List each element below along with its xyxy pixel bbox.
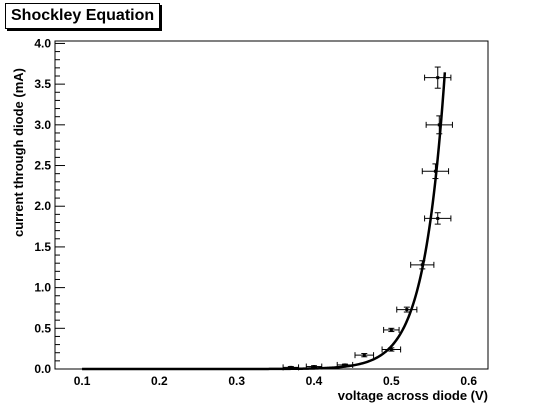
x-tick-label: 0.6 xyxy=(460,374,477,388)
point-marker xyxy=(313,365,316,368)
data-point xyxy=(425,213,451,224)
point-marker xyxy=(363,354,366,357)
x-tick-label: 0.2 xyxy=(151,374,168,388)
data-point xyxy=(422,164,448,179)
data-point xyxy=(384,327,399,333)
x-tick-label: 0.5 xyxy=(383,374,400,388)
point-marker xyxy=(438,123,441,126)
y-tick-label: 1.5 xyxy=(34,240,51,254)
plot-frame xyxy=(55,41,488,369)
y-tick-label: 3.0 xyxy=(34,118,51,132)
data-point xyxy=(426,116,452,134)
point-marker xyxy=(343,363,346,366)
x-axis-ticks: 0.1 0.2 0.3 0.4 0.5 0.6 xyxy=(74,374,478,388)
point-marker xyxy=(405,308,408,311)
data-point xyxy=(355,352,374,358)
point-marker xyxy=(434,170,437,173)
fit-curve xyxy=(82,72,445,369)
point-marker xyxy=(289,366,292,369)
y-tick-label: 2.5 xyxy=(34,159,51,173)
data-points-layer xyxy=(283,67,452,370)
fit-curve-layer xyxy=(82,72,445,369)
data-point xyxy=(397,307,417,313)
y-tick-label: 0.5 xyxy=(34,321,51,335)
data-point xyxy=(411,261,434,269)
x-tick-label: 0.1 xyxy=(74,374,91,388)
y-tick-label: 0.0 xyxy=(34,362,51,376)
x-axis-label: voltage across diode (V) xyxy=(338,388,488,403)
data-point xyxy=(425,67,451,88)
y-tick-label: 4.0 xyxy=(34,36,51,50)
point-marker xyxy=(421,263,424,266)
y-axis-label: current through diode (mA) xyxy=(11,68,26,237)
point-marker xyxy=(390,348,393,351)
y-axis-ticks: 0.0 0.5 1.0 1.5 2.0 2.5 3.0 3.5 4.0 xyxy=(34,36,65,376)
point-marker xyxy=(390,328,393,331)
chart-title: Shockley Equation xyxy=(5,3,160,29)
y-tick-label: 3.5 xyxy=(34,77,51,91)
y-tick-label: 2.0 xyxy=(34,199,51,213)
point-marker xyxy=(436,217,439,220)
point-marker xyxy=(436,76,439,79)
x-tick-label: 0.4 xyxy=(306,374,323,388)
y-tick-label: 1.0 xyxy=(34,281,51,295)
x-tick-label: 0.3 xyxy=(228,374,245,388)
